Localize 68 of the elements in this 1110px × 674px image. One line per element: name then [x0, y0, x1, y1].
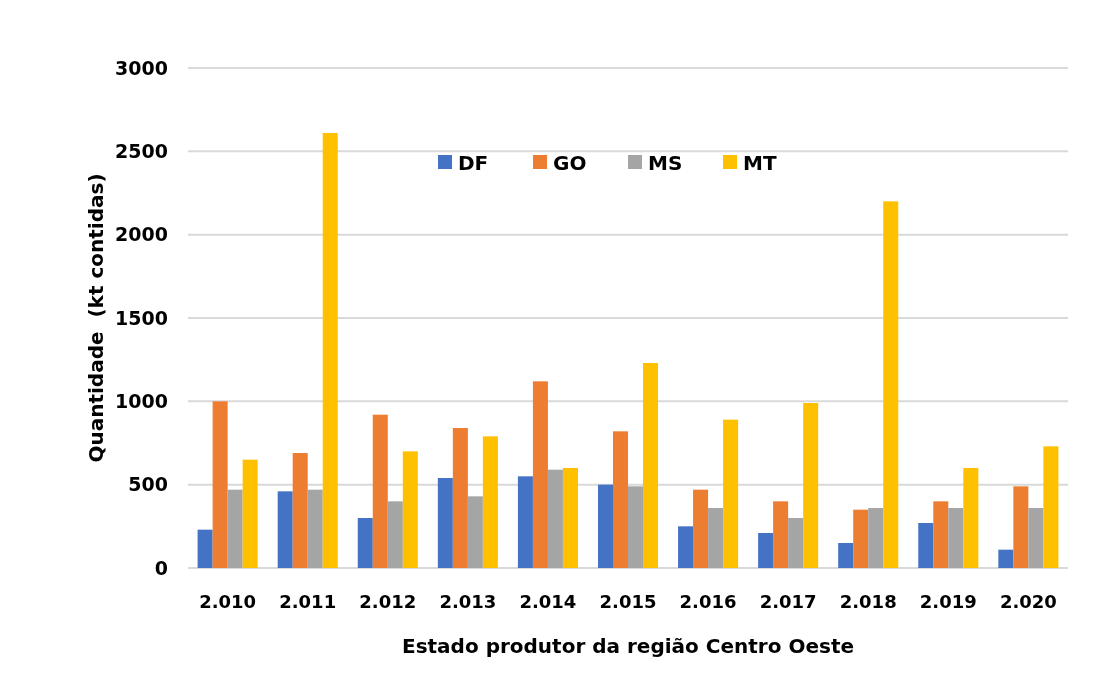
bar [597, 484, 613, 568]
bar [678, 526, 694, 568]
bar [918, 523, 934, 568]
bar [998, 549, 1014, 568]
x-tick-label: 2.020 [999, 591, 1057, 612]
bar [452, 428, 468, 568]
x-tick-label: 2.018 [839, 591, 897, 612]
bar [212, 401, 228, 568]
x-tick-label: 2.013 [439, 591, 497, 612]
bar [803, 403, 819, 568]
y-tick-label: 500 [128, 473, 168, 496]
y-tick-label: 1000 [115, 389, 168, 412]
bar [883, 201, 899, 568]
bar [838, 543, 854, 568]
x-tick-label: 2.010 [199, 591, 257, 612]
x-tick-label: 2.011 [279, 591, 337, 612]
bar [868, 508, 884, 568]
x-tick-label: 2.015 [599, 591, 657, 612]
bar [227, 489, 243, 568]
y-tick-label: 3000 [115, 56, 168, 79]
y-tick-label: 1500 [115, 306, 168, 329]
x-tick-label: 2.019 [919, 591, 977, 612]
bar [467, 496, 483, 568]
bar [963, 468, 979, 568]
legend-label: MS [648, 151, 683, 175]
bar [387, 501, 403, 568]
bar [307, 489, 323, 568]
bar [517, 476, 533, 568]
x-tick-label: 2.017 [759, 591, 817, 612]
bar [402, 451, 418, 568]
bar [1028, 508, 1044, 568]
bar [292, 453, 308, 568]
bar [197, 529, 213, 568]
y-tick-label: 2000 [115, 223, 168, 246]
bar [853, 509, 869, 568]
y-tick-label: 2500 [115, 139, 168, 162]
bar [357, 518, 373, 568]
bar [628, 486, 644, 568]
bar [437, 478, 453, 568]
bar [1043, 446, 1059, 568]
y-tick-label: 0 [154, 556, 168, 579]
x-axis-title: Estado produtor da região Centro Oeste [401, 634, 855, 658]
bar [933, 501, 949, 568]
bar [482, 436, 498, 568]
x-tick-label: 2.014 [519, 591, 577, 612]
bar [372, 414, 388, 568]
bar [612, 431, 628, 568]
bar [532, 381, 548, 568]
x-tick-label: 2.012 [359, 591, 417, 612]
bar [1013, 486, 1029, 568]
bar [693, 489, 709, 568]
legend-label: MT [743, 151, 777, 175]
x-tick-label: 2.016 [679, 591, 737, 612]
bar [708, 508, 724, 568]
bar [643, 363, 659, 568]
bar [788, 518, 804, 568]
legend-label: DF [458, 151, 489, 175]
bar [758, 533, 774, 568]
bar [547, 469, 563, 568]
y-axis-title: Quantidade (kt contidas) [84, 173, 108, 463]
bar [277, 491, 293, 568]
bar [322, 133, 338, 568]
bar [723, 419, 739, 568]
legend-label: GO [553, 151, 587, 175]
bar [948, 508, 964, 568]
bar [242, 459, 258, 568]
bar [773, 501, 789, 568]
bar [562, 468, 578, 568]
